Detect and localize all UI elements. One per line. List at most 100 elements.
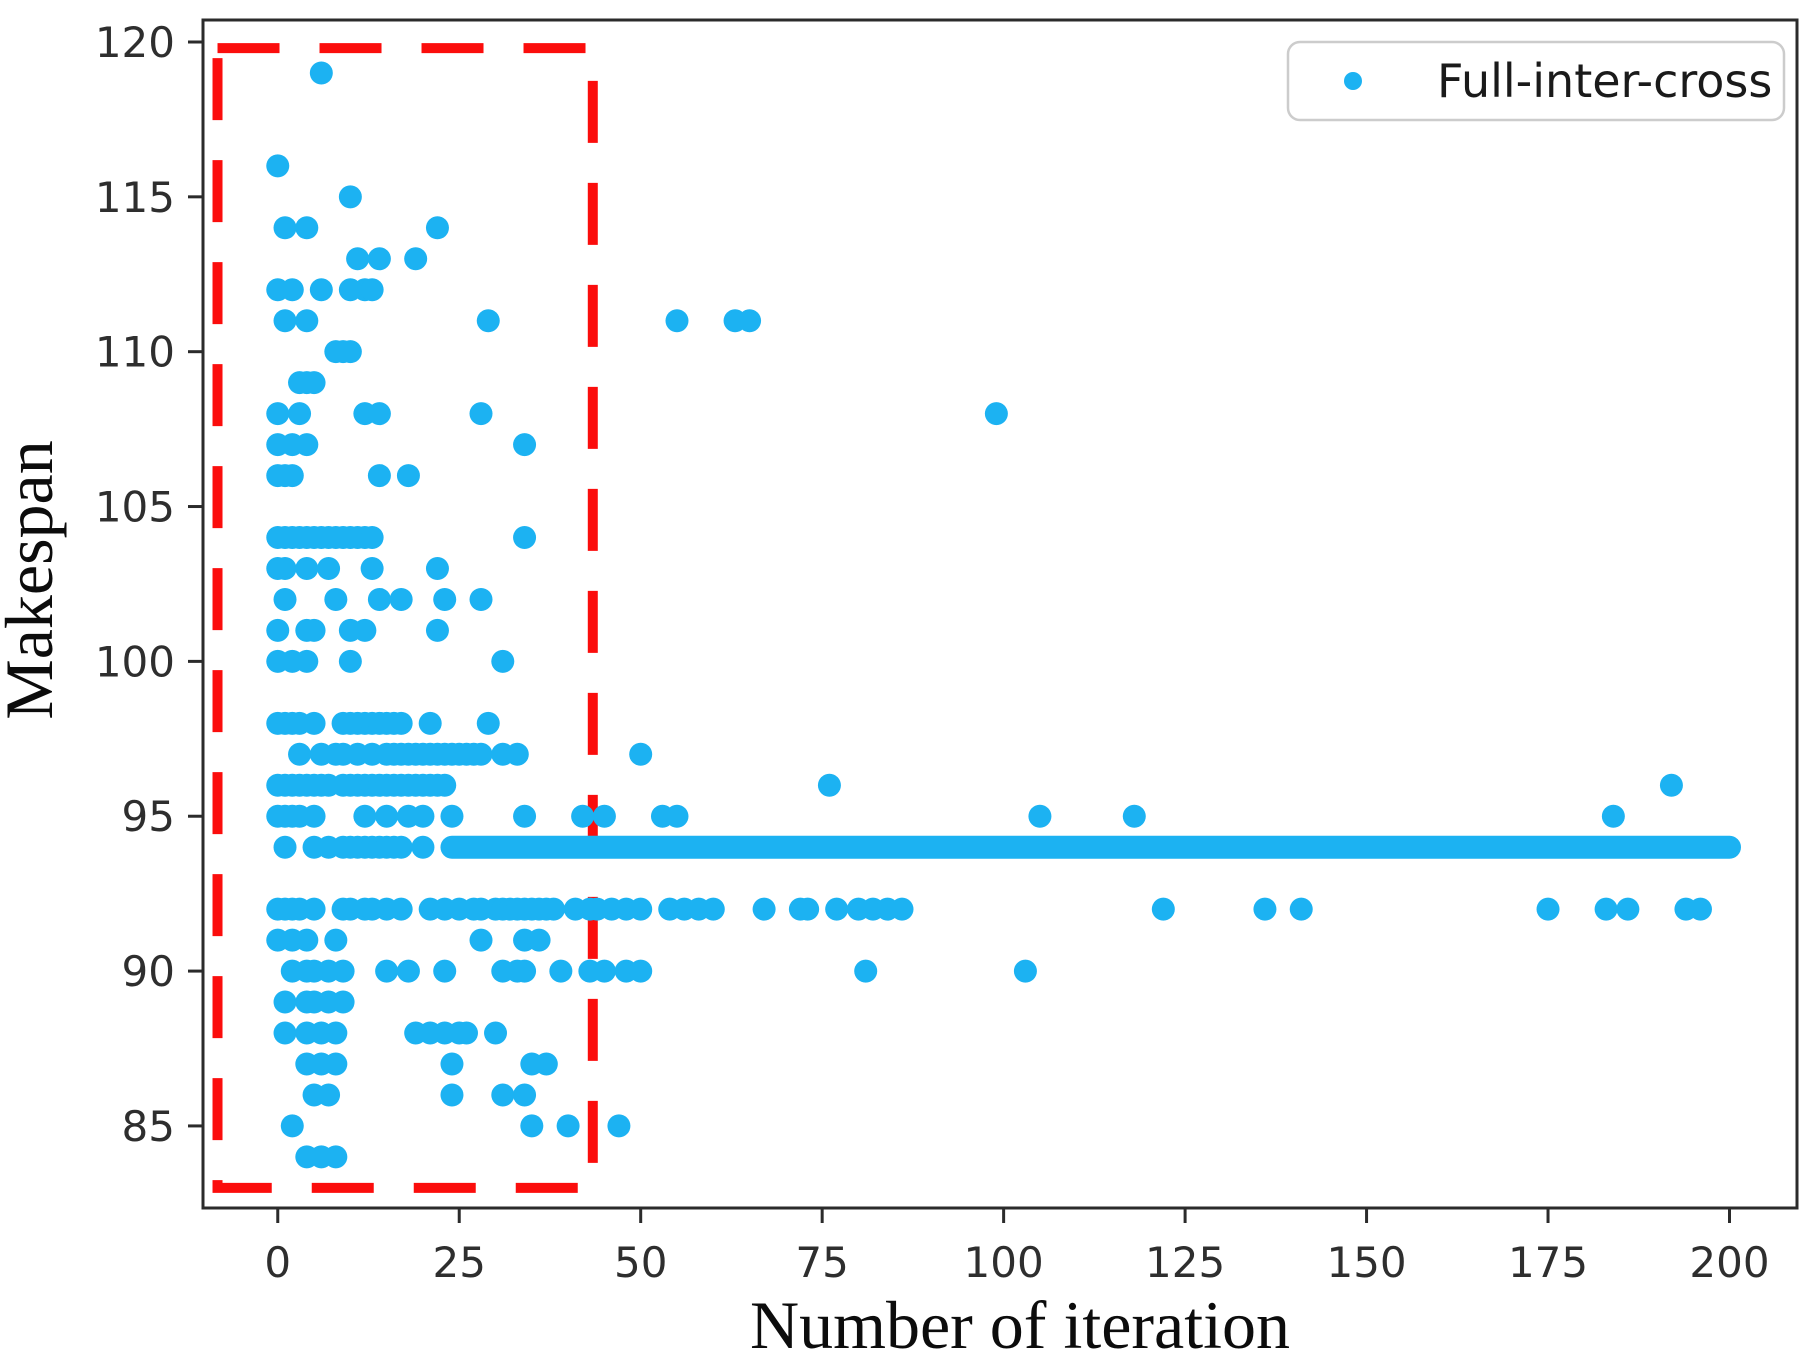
data-point bbox=[338, 649, 362, 673]
x-tick-label: 125 bbox=[1145, 1238, 1225, 1287]
data-point bbox=[454, 1021, 478, 1045]
data-point bbox=[425, 618, 449, 642]
x-tick-label: 25 bbox=[433, 1238, 486, 1287]
data-point bbox=[890, 897, 914, 921]
data-point bbox=[520, 1114, 544, 1138]
data-point bbox=[353, 618, 377, 642]
x-tick-label: 175 bbox=[1508, 1238, 1588, 1287]
data-point bbox=[295, 649, 319, 673]
data-point bbox=[825, 897, 849, 921]
data-point bbox=[513, 1083, 537, 1107]
data-point bbox=[324, 1145, 348, 1169]
data-point bbox=[288, 742, 312, 766]
data-point bbox=[701, 897, 725, 921]
x-axis: 0 25 50 75 100 125 150 175 200 bbox=[264, 1208, 1770, 1287]
data-point bbox=[331, 959, 355, 983]
x-tick-label: 50 bbox=[614, 1238, 667, 1287]
x-tick-label: 100 bbox=[964, 1238, 1044, 1287]
data-point bbox=[273, 835, 297, 859]
y-tick-label: 95 bbox=[122, 792, 175, 841]
data-point bbox=[302, 711, 326, 735]
data-point bbox=[273, 216, 297, 240]
data-point bbox=[440, 1052, 464, 1076]
data-point bbox=[1688, 897, 1712, 921]
data-point bbox=[796, 897, 820, 921]
data-point bbox=[527, 928, 551, 952]
y-axis: 85 90 95 100 105 110 115 120 bbox=[95, 18, 203, 1151]
data-point bbox=[469, 928, 493, 952]
data-point bbox=[331, 990, 355, 1014]
data-point bbox=[513, 804, 537, 828]
highlight-box-group bbox=[212, 43, 598, 1193]
data-point bbox=[389, 711, 413, 735]
data-point bbox=[629, 897, 653, 921]
data-point bbox=[433, 587, 457, 611]
data-point bbox=[476, 309, 500, 333]
data-point bbox=[317, 556, 341, 580]
data-point bbox=[418, 711, 442, 735]
data-point bbox=[353, 804, 377, 828]
data-point bbox=[295, 309, 319, 333]
data-point bbox=[273, 556, 297, 580]
data-point bbox=[295, 556, 319, 580]
plot-border bbox=[201, 18, 1799, 1210]
data-point bbox=[404, 247, 428, 271]
data-point bbox=[360, 278, 384, 302]
data-point bbox=[505, 742, 529, 766]
data-point bbox=[360, 526, 384, 550]
data-point bbox=[476, 711, 500, 735]
data-point bbox=[607, 1114, 631, 1138]
data-point bbox=[266, 618, 290, 642]
data-point bbox=[738, 309, 762, 333]
data-point bbox=[280, 464, 304, 488]
y-tick-label: 110 bbox=[95, 328, 175, 377]
data-point bbox=[389, 835, 413, 859]
y-axis-title: Makespan bbox=[0, 440, 67, 719]
data-point bbox=[346, 247, 370, 271]
data-point bbox=[1013, 959, 1037, 983]
data-point bbox=[1616, 897, 1640, 921]
data-point bbox=[592, 804, 616, 828]
data-point bbox=[491, 649, 515, 673]
data-point bbox=[302, 371, 326, 395]
data-point bbox=[665, 309, 689, 333]
data-point bbox=[280, 278, 304, 302]
data-point bbox=[1151, 897, 1175, 921]
data-point bbox=[469, 587, 493, 611]
data-point bbox=[534, 1052, 558, 1076]
data-point bbox=[367, 247, 391, 271]
data-point bbox=[295, 928, 319, 952]
data-point bbox=[549, 959, 573, 983]
data-point bbox=[984, 402, 1008, 426]
data-point bbox=[375, 804, 399, 828]
y-tick-label: 100 bbox=[95, 637, 175, 686]
data-point bbox=[396, 464, 420, 488]
data-point bbox=[389, 587, 413, 611]
data-point bbox=[469, 402, 493, 426]
data-point bbox=[367, 402, 391, 426]
data-point bbox=[440, 1083, 464, 1107]
data-point bbox=[433, 773, 457, 797]
data-point bbox=[273, 309, 297, 333]
data-point bbox=[513, 526, 537, 550]
data-point bbox=[302, 804, 326, 828]
y-tick-label: 115 bbox=[95, 173, 175, 222]
data-point bbox=[629, 959, 653, 983]
data-point bbox=[266, 154, 290, 178]
data-point bbox=[302, 618, 326, 642]
data-point bbox=[317, 1083, 341, 1107]
data-point bbox=[513, 433, 537, 457]
data-point bbox=[324, 928, 348, 952]
data-point bbox=[491, 1083, 515, 1107]
y-tick-label: 90 bbox=[122, 947, 175, 996]
data-point bbox=[309, 278, 333, 302]
data-point bbox=[338, 340, 362, 364]
data-point bbox=[440, 804, 464, 828]
data-point bbox=[389, 897, 413, 921]
y-tick-label: 105 bbox=[95, 483, 175, 532]
data-point bbox=[273, 587, 297, 611]
data-point bbox=[513, 959, 537, 983]
data-point bbox=[360, 556, 384, 580]
data-point bbox=[295, 433, 319, 457]
